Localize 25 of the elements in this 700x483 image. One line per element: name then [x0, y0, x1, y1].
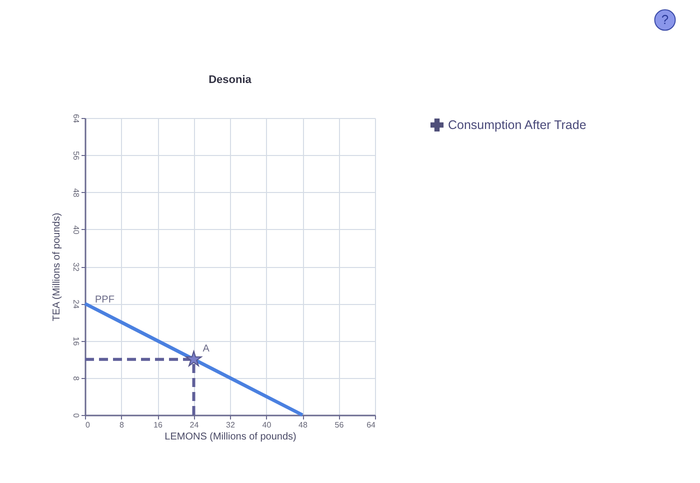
- series-label: A: [202, 343, 210, 354]
- text: ?: [661, 12, 669, 27]
- x-tick-label: 40: [262, 420, 272, 430]
- chart-title: Desonia: [208, 74, 252, 86]
- y-tick-label: 56: [72, 151, 80, 161]
- series-label: PPF: [95, 294, 114, 306]
- y-tick-label: 24: [72, 300, 80, 310]
- legend-label: Consumption After Trade: [448, 118, 586, 132]
- x-tick-label: 0: [86, 420, 90, 430]
- x-tick-label: 32: [226, 420, 236, 430]
- x-axis-title: LEMONS (Millions of pounds): [164, 432, 296, 442]
- y-tick-label: 16: [72, 336, 80, 346]
- x-tick-label: 64: [366, 420, 376, 430]
- x-tick-label: 8: [120, 420, 125, 430]
- y-tick-label: 32: [72, 262, 80, 272]
- y-tick-label: 0: [72, 413, 80, 418]
- y-tick-label: 40: [72, 225, 80, 235]
- x-tick-label: 24: [190, 420, 200, 430]
- x-tick-label: 16: [154, 420, 163, 430]
- y-axis-title: TEA (Millions of pounds): [52, 212, 62, 322]
- x-tick-label: 48: [298, 420, 308, 430]
- y-tick-label: 8: [72, 376, 80, 382]
- y-tick-label: 64: [72, 114, 80, 124]
- y-tick-label: 48: [72, 188, 80, 198]
- x-tick-label: 56: [334, 420, 344, 430]
